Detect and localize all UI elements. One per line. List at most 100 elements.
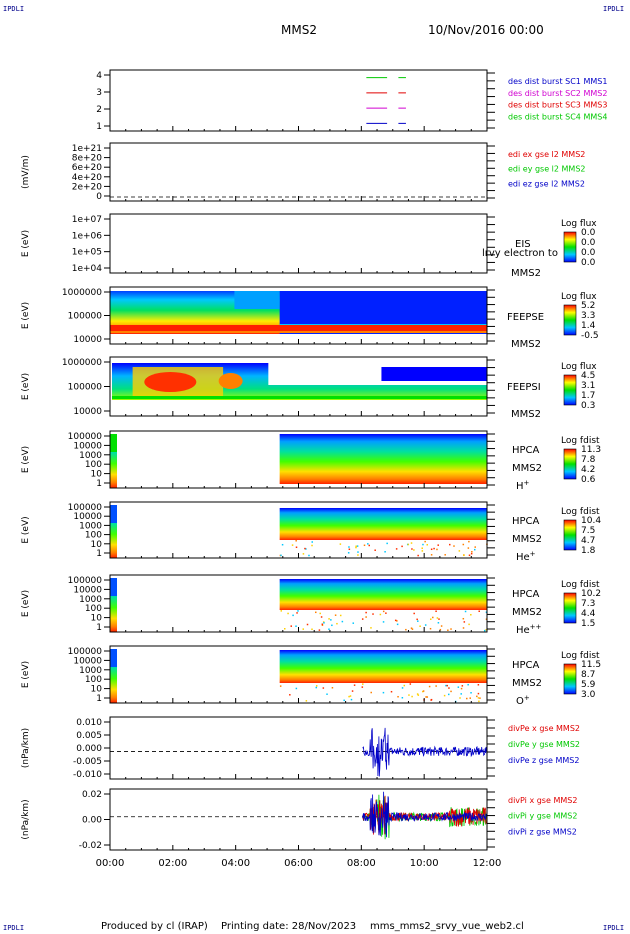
spectrogram-speck xyxy=(446,684,448,687)
y-tick-label: 1 xyxy=(96,549,102,559)
spectrogram-speck xyxy=(287,612,289,615)
spectrogram-speck xyxy=(321,623,324,625)
spectrogram-speck xyxy=(296,612,298,614)
y-tick-label: 2e+20 xyxy=(72,182,103,192)
spectrogram-speck xyxy=(394,619,397,622)
spectrogram-speck xyxy=(326,693,328,695)
spectrogram-fill xyxy=(234,291,280,309)
colorbar-tick-label: 3.0 xyxy=(581,690,596,700)
instrument-label: MMS2 xyxy=(511,268,541,279)
corner-label: IPDLI xyxy=(3,924,25,932)
spectrogram-fill xyxy=(218,373,243,389)
spectrogram-speck xyxy=(485,629,487,631)
spectrogram-speck xyxy=(438,618,440,620)
spectrogram-speck xyxy=(425,696,427,698)
spectrogram-speck xyxy=(305,548,307,550)
spectrogram-speck xyxy=(463,554,465,557)
spectrogram-speck xyxy=(311,541,313,543)
instrument-label: MMS2 xyxy=(511,409,541,420)
spectrogram-speck xyxy=(457,686,460,688)
colorbar-tick-label: 5.2 xyxy=(581,301,595,311)
spectrogram-speck xyxy=(348,695,350,698)
y-axis-label: E (eV) xyxy=(21,302,31,329)
y-tick-label: 100 xyxy=(85,460,102,470)
spectrogram-fill xyxy=(279,650,487,683)
spectrogram-speck xyxy=(306,623,309,626)
y-axis-label: E (eV) xyxy=(21,373,31,400)
y-tick-label: 10000 xyxy=(73,407,102,417)
date-title: 10/Nov/2016 00:00 xyxy=(428,23,544,37)
instrument-label: lrvy electron to xyxy=(482,248,558,259)
colorbar-tick-label: 11.5 xyxy=(581,660,601,670)
spectrogram-speck xyxy=(343,699,345,702)
footer-file: mms_mms2_srvy_vue_web2.cl xyxy=(370,921,524,932)
spectrogram-speck xyxy=(416,693,419,695)
colorbar-tick-label: 7.8 xyxy=(581,455,596,465)
spectrogram-speck xyxy=(295,625,297,627)
legend-entry: edi ey gse l2 MMS2 xyxy=(508,165,586,174)
spectrogram-speck xyxy=(436,548,438,551)
spectrogram-speck xyxy=(401,696,404,699)
spectrogram-speck xyxy=(305,700,308,702)
spectrogram-speck xyxy=(444,554,446,556)
spectrogram-speck xyxy=(424,624,427,626)
y-tick-label: 100000 xyxy=(68,647,103,657)
spectrogram-speck xyxy=(430,554,433,556)
spectrogram-speck xyxy=(347,552,350,554)
species-label: He++ xyxy=(516,623,542,636)
y-tick-label: 100000 xyxy=(68,312,103,322)
spectrogram-fill xyxy=(110,649,117,703)
instrument-label: MMS2 xyxy=(512,534,542,545)
spectrogram-speck xyxy=(460,693,462,695)
spectrogram-speck xyxy=(478,610,480,613)
spectrogram-speck xyxy=(432,616,434,619)
spectrogram-speck xyxy=(458,550,461,552)
spectrogram-speck xyxy=(466,697,468,700)
series-line xyxy=(362,791,488,838)
spectrogram-speck xyxy=(352,622,355,624)
spectrogram-speck xyxy=(368,544,370,547)
spectrogram-speck xyxy=(483,629,486,632)
colorbar-tick-label: 0.0 xyxy=(581,248,596,258)
legend-entry: edi ez gse l2 MMS2 xyxy=(508,179,585,188)
spectrogram-speck xyxy=(339,614,342,617)
y-tick-label: 0.010 xyxy=(76,718,102,728)
spectrogram-speck xyxy=(349,695,352,697)
spectrogram-fill xyxy=(279,508,487,540)
spectrogram-speck xyxy=(435,685,437,687)
y-tick-label: 1e+07 xyxy=(72,215,102,225)
corner-label: IPDLI xyxy=(603,924,625,932)
spectrogram-speck xyxy=(433,547,435,550)
spectrogram-speck xyxy=(413,549,415,551)
species-label: O+ xyxy=(516,694,530,707)
y-tick-label: 100000 xyxy=(68,503,103,513)
spectrogram-speck xyxy=(422,543,424,546)
spectrogram-speck xyxy=(461,685,464,687)
y-tick-label: 10 xyxy=(91,540,103,550)
colorbar-tick-label: 4.5 xyxy=(581,371,595,381)
instrument-label: HPCA xyxy=(512,589,540,600)
instrument-label: MMS2 xyxy=(511,339,541,350)
spectrogram-speck xyxy=(396,623,399,626)
spectrogram-speck xyxy=(471,551,473,553)
spectrogram-speck xyxy=(477,697,480,699)
spectrogram-speck xyxy=(365,616,367,618)
spectrogram-speck xyxy=(447,693,450,696)
spectrogram-speck xyxy=(328,628,330,630)
panel-frame xyxy=(109,142,488,202)
colorbar-tick-label: 5.9 xyxy=(581,680,596,690)
spectrogram-speck xyxy=(295,540,297,542)
spectrogram-speck xyxy=(426,696,429,698)
spectrogram-speck xyxy=(304,547,306,550)
colorbar-title: Log flux xyxy=(561,292,597,302)
spectrogram-speck xyxy=(341,620,344,623)
spectrogram-speck xyxy=(395,548,398,550)
y-tick-label: 10000 xyxy=(73,512,102,522)
spectrogram-speck xyxy=(467,683,469,686)
spectrogram-fill xyxy=(110,578,117,632)
spectrogram-fill xyxy=(144,372,197,392)
colorbar-title: Log fdist xyxy=(561,580,600,590)
spectrogram-speck xyxy=(445,684,447,687)
spectrogram-speck xyxy=(470,613,472,616)
